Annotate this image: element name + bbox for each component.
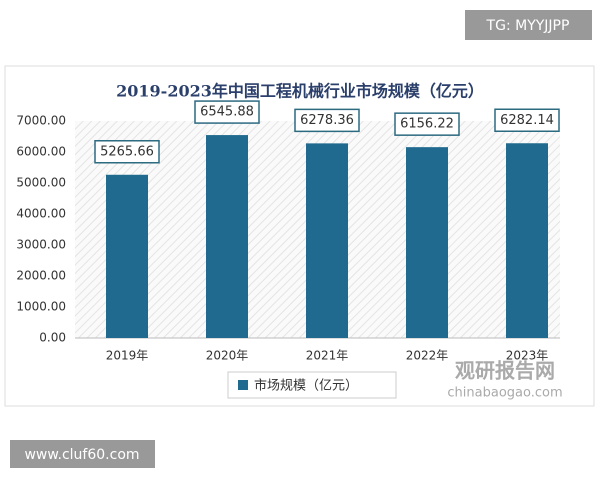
watermark-name: 观研报告网 <box>455 359 555 383</box>
y-tick-label: 6000.00 <box>16 145 66 159</box>
data-label-box <box>494 108 560 133</box>
data-label-box <box>94 140 160 164</box>
legend-swatch <box>238 380 248 390</box>
legend-label: 市场规模（亿元） <box>254 378 358 394</box>
x-tick-label: 2019年 <box>106 349 149 363</box>
tg-box <box>465 10 592 40</box>
bar <box>506 143 548 338</box>
y-tick-label: 1000.00 <box>16 300 66 314</box>
watermark-url: chinabaogao.com <box>447 386 562 401</box>
bar <box>306 143 348 338</box>
data-label: 6282.14 <box>500 113 554 128</box>
site-text: www.cluf60.com <box>24 447 139 463</box>
data-label-box <box>394 112 460 136</box>
legend-box <box>227 371 397 399</box>
data-label: 6545.88 <box>200 105 254 120</box>
tg-text: TG: MYYJJPP <box>486 18 570 34</box>
x-tick-label: 2021年 <box>306 349 349 363</box>
x-tick-label: 2020年 <box>206 349 249 363</box>
x-tick-label: 2022年 <box>406 349 449 363</box>
y-tick-label: 0.00 <box>39 331 66 345</box>
y-tick-label: 5000.00 <box>16 176 66 190</box>
bar <box>206 135 248 338</box>
bar <box>106 174 148 338</box>
site-box <box>10 440 155 468</box>
data-label-box <box>294 108 360 133</box>
x-tick-label: 2023年 <box>506 349 549 363</box>
data-label: 6156.22 <box>400 117 454 132</box>
data-label: 6278.36 <box>300 113 354 128</box>
bar <box>406 147 448 338</box>
data-label: 5265.66 <box>100 144 154 159</box>
y-tick-label: 4000.00 <box>16 207 66 221</box>
y-tick-label: 2000.00 <box>16 269 66 283</box>
data-label-box <box>194 100 260 124</box>
y-tick-label: 7000.00 <box>16 114 66 128</box>
chart-title: 2019-2023年中国工程机械行业市场规模（亿元） <box>116 82 484 101</box>
y-tick-label: 3000.00 <box>16 238 66 252</box>
